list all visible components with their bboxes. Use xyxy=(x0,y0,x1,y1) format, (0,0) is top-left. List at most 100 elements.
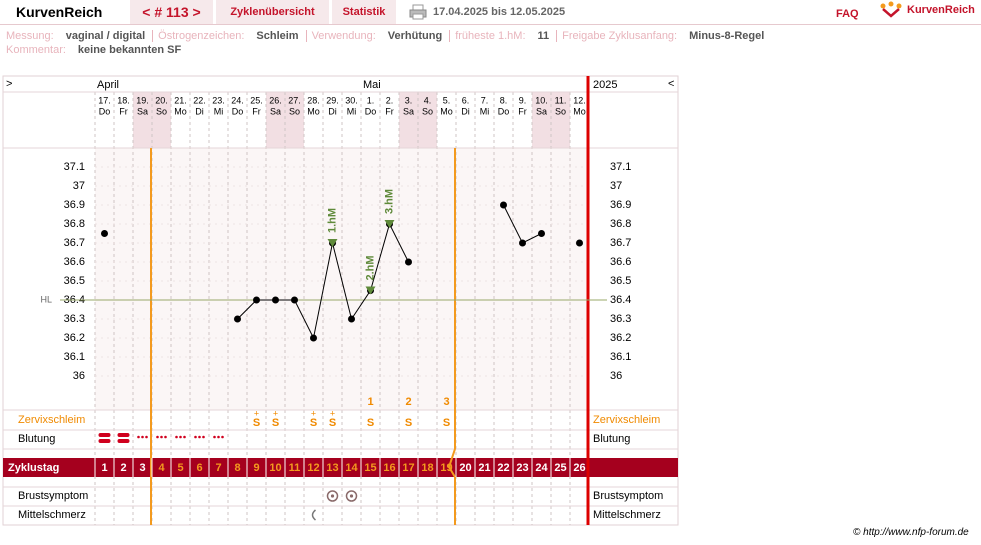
weekday-label: Di xyxy=(461,106,470,116)
x-tick-label: 11. xyxy=(555,95,567,105)
weekend-shade xyxy=(133,92,152,148)
faq-link[interactable]: FAQ xyxy=(836,8,859,20)
y-tick-label: 37.1 xyxy=(610,161,631,173)
info-value: Minus-8-Regel xyxy=(689,30,765,42)
logo[interactable]: KurvenReich xyxy=(907,4,975,16)
row-label: Brustsymptom xyxy=(593,490,663,502)
nav-left[interactable]: > xyxy=(6,78,12,90)
bleeding-mark xyxy=(202,435,205,439)
x-tick-label: 24. xyxy=(231,95,244,105)
peak-count: 2 xyxy=(405,396,411,408)
cycle-day: 2 xyxy=(120,462,126,474)
info-item: Östrogenzeichen: Schleim xyxy=(152,30,305,42)
y-tick-label: 36 xyxy=(610,370,622,382)
y-tick-label: 36.5 xyxy=(64,275,85,287)
weekday-label: So xyxy=(555,106,566,116)
temperature-point xyxy=(538,230,545,237)
date-range: 17.04.2025 bis 12.05.2025 xyxy=(433,6,566,18)
phase-line xyxy=(447,148,456,525)
y-tick-label: 36.8 xyxy=(64,218,85,230)
info-label: Freigabe Zyklusanfang: xyxy=(562,30,678,42)
cervix-plus: + xyxy=(254,408,259,418)
info-label: früheste 1.hM: xyxy=(455,30,526,42)
y-tick-label: 37 xyxy=(73,180,85,192)
weekday-label: Do xyxy=(232,106,244,116)
weekday-label: Mo xyxy=(174,106,187,116)
cycle-day: 6 xyxy=(196,462,202,474)
weekday-label: Mi xyxy=(347,106,357,116)
info-item: früheste 1.hM: 11 xyxy=(449,30,556,42)
peak-count: 1 xyxy=(367,396,373,408)
tab[interactable]: Zyklenübersicht xyxy=(216,0,329,24)
bleeding-mark xyxy=(98,433,111,437)
cervix-mark: S xyxy=(405,417,412,429)
x-tick-label: 25. xyxy=(250,95,263,105)
cycle-day: 17 xyxy=(402,462,414,474)
cycle-day: 14 xyxy=(345,462,358,474)
y-tick-label: 37.1 xyxy=(64,161,85,173)
nav-right[interactable]: < xyxy=(668,78,674,90)
weekday-label: Sa xyxy=(403,106,414,116)
bleeding-mark xyxy=(183,435,186,439)
bleeding-mark xyxy=(117,439,130,443)
info-value: 11 xyxy=(537,30,550,42)
info-value: vaginal / digital xyxy=(65,30,146,42)
y-tick-label: 37 xyxy=(610,180,622,192)
info-label: Verwendung: xyxy=(311,30,376,42)
temperature-point xyxy=(576,239,583,247)
bleeding-mark xyxy=(164,435,167,439)
weekday-label: Mo xyxy=(440,106,453,116)
row-label: Brustsymptom xyxy=(18,490,88,502)
bleeding-mark xyxy=(117,433,130,437)
cycle-nav[interactable]: < # 113 > xyxy=(130,0,213,24)
cycle-day: 7 xyxy=(215,462,221,474)
row-label: Mittelschmerz xyxy=(18,509,86,521)
cycle-day: 3 xyxy=(139,462,145,474)
bleeding-mark xyxy=(156,435,159,439)
y-tick-label: 36.4 xyxy=(610,294,631,306)
x-tick-label: 28. xyxy=(307,95,320,105)
weekday-label: Do xyxy=(365,106,377,116)
info-value: Schleim xyxy=(256,30,299,42)
row-label: Blutung xyxy=(18,433,55,445)
cervix-plus: + xyxy=(311,408,316,418)
hm-label: 1.hM xyxy=(326,208,338,233)
x-tick-label: 4. xyxy=(424,95,432,105)
hm-marker xyxy=(365,286,376,295)
weekday-label: Fr xyxy=(518,106,527,116)
hm-label: 3.hM xyxy=(383,189,395,214)
cycle-day: 16 xyxy=(383,462,395,474)
y-tick-label: 36.3 xyxy=(64,313,85,325)
info-item: Messung: vaginal / digital xyxy=(6,30,152,42)
cervix-mark: S xyxy=(329,417,336,429)
print-icon[interactable] xyxy=(409,4,427,20)
weekday-label: So xyxy=(156,106,167,116)
x-tick-label: 23. xyxy=(212,95,225,105)
cycle-day: 22 xyxy=(497,462,509,474)
cycle-day: 26 xyxy=(573,462,585,474)
y-tick-label: 36.9 xyxy=(64,199,85,211)
y-tick-label: 36.7 xyxy=(610,237,631,249)
bleeding-mark xyxy=(137,435,140,439)
weekday-label: Fr xyxy=(252,106,261,116)
weekday-label: Di xyxy=(328,106,337,116)
x-tick-label: 7. xyxy=(481,95,489,105)
comment-label: Kommentar: xyxy=(6,44,66,56)
hm-marker xyxy=(327,239,338,247)
year: 2025 xyxy=(593,79,617,91)
weekday-label: Sa xyxy=(536,106,547,116)
cycle-day: 5 xyxy=(177,462,183,474)
logo-icon xyxy=(880,1,902,18)
hm-marker xyxy=(384,220,395,228)
temperature-point xyxy=(234,315,241,323)
tab[interactable]: Statistik xyxy=(332,0,396,24)
weekday-label: Fr xyxy=(385,106,394,116)
weekend-shade xyxy=(152,92,171,148)
weekday-label: So xyxy=(422,106,433,116)
info-label: Messung: xyxy=(6,30,54,42)
weekday-label: Sa xyxy=(137,106,148,116)
brand: KurvenReich xyxy=(16,4,103,20)
x-tick-label: 6. xyxy=(462,95,470,105)
cycle-day: 1 xyxy=(101,462,107,474)
